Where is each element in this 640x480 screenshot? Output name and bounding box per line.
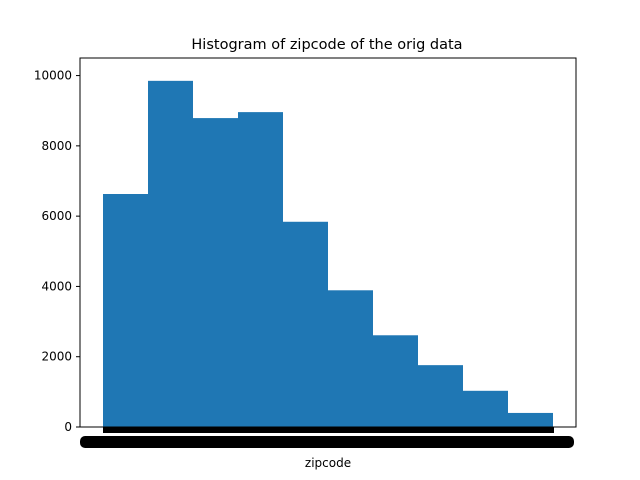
x-tick-marks-band (103, 427, 554, 433)
histogram-bar (463, 390, 508, 427)
bars-group (103, 80, 553, 428)
histogram-bar (148, 80, 193, 427)
y-tick-label: 8000 (41, 139, 72, 153)
y-tick-label: 2000 (41, 350, 72, 364)
histogram-bar (238, 112, 283, 428)
y-tick-label: 6000 (41, 209, 72, 223)
y-tick-label: 10000 (34, 69, 72, 83)
y-axis: 0 2000 4000 6000 8000 10000 (34, 69, 80, 434)
x-tick-labels-band (80, 436, 574, 448)
y-tick-label: 4000 (41, 279, 72, 293)
histogram-bar (418, 365, 463, 427)
x-axis (80, 427, 574, 448)
histogram-bar (373, 335, 418, 427)
chart-title: Histogram of zipcode of the orig data (191, 37, 462, 53)
histogram-bar (328, 290, 373, 427)
y-tick-label: 0 (64, 420, 72, 434)
histogram-bar (193, 118, 238, 427)
histogram-bar (283, 221, 328, 427)
histogram-bar (508, 412, 553, 427)
histogram-bar (103, 194, 148, 427)
x-axis-label: zipcode (305, 456, 351, 470)
